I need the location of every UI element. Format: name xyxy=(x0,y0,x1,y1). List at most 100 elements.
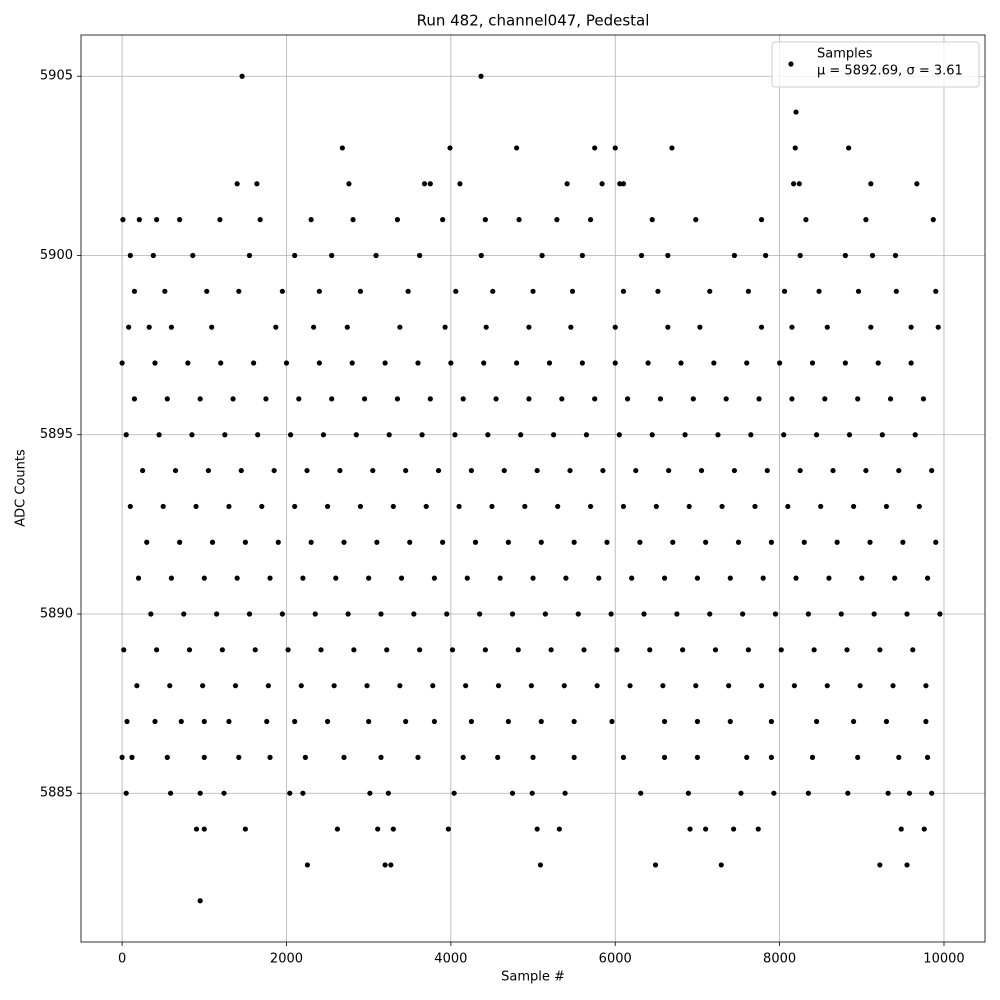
data-point xyxy=(250,360,257,366)
data-point xyxy=(219,647,225,653)
data-point xyxy=(373,252,379,259)
data-point xyxy=(900,539,906,545)
data-point xyxy=(318,647,324,653)
data-point xyxy=(908,324,914,330)
data-point xyxy=(855,754,861,760)
data-point xyxy=(809,360,816,366)
data-point xyxy=(693,217,699,223)
data-point xyxy=(296,396,302,402)
data-point xyxy=(156,432,162,438)
data-point xyxy=(703,539,709,545)
data-point xyxy=(562,790,568,796)
data-point xyxy=(190,252,196,259)
data-point xyxy=(627,683,633,689)
data-point xyxy=(148,611,154,617)
data-point xyxy=(415,360,421,366)
data-point xyxy=(218,360,224,366)
data-point xyxy=(279,611,285,617)
data-point xyxy=(612,324,618,330)
data-point xyxy=(357,503,364,510)
data-point xyxy=(385,790,391,796)
data-point xyxy=(868,324,874,330)
data-point xyxy=(505,718,511,725)
data-point xyxy=(530,288,536,294)
data-point xyxy=(657,396,664,402)
data-point xyxy=(287,432,294,438)
data-point xyxy=(160,503,166,510)
data-point xyxy=(661,575,668,581)
data-point xyxy=(129,754,135,760)
data-point xyxy=(292,718,298,725)
legend-box xyxy=(771,41,980,88)
data-point xyxy=(805,611,811,617)
data-point xyxy=(638,252,645,259)
data-point xyxy=(777,360,783,366)
data-point xyxy=(316,360,322,366)
data-point xyxy=(167,683,173,689)
data-point xyxy=(581,647,587,653)
data-point xyxy=(482,217,488,223)
data-point xyxy=(694,575,701,581)
data-point xyxy=(193,826,200,832)
data-point xyxy=(682,432,688,438)
data-point xyxy=(871,611,877,617)
data-point xyxy=(674,611,680,617)
data-point xyxy=(612,145,618,151)
data-point xyxy=(863,217,869,223)
data-point xyxy=(366,718,372,725)
data-point xyxy=(715,432,721,438)
data-point xyxy=(217,217,223,223)
data-point xyxy=(178,718,184,725)
data-point xyxy=(537,862,544,868)
data-point xyxy=(457,181,463,187)
data-point xyxy=(316,288,322,294)
data-point xyxy=(378,754,384,760)
data-point xyxy=(214,611,220,617)
data-point xyxy=(514,145,520,151)
x-tick-label: 0 xyxy=(118,952,126,967)
data-point xyxy=(697,324,703,330)
data-point xyxy=(201,826,207,832)
data-point xyxy=(481,360,487,366)
data-point xyxy=(883,718,890,725)
data-point xyxy=(587,217,594,223)
data-point xyxy=(758,683,765,689)
data-point xyxy=(259,503,265,510)
data-point xyxy=(271,467,277,474)
data-point xyxy=(442,324,448,330)
data-point xyxy=(912,432,918,438)
data-point xyxy=(440,217,446,223)
data-point xyxy=(324,718,331,725)
data-point xyxy=(698,467,705,474)
y-tick-label: 5905 xyxy=(40,69,73,84)
data-point xyxy=(924,575,931,581)
data-point xyxy=(738,790,744,796)
data-point xyxy=(793,109,799,115)
data-point xyxy=(505,539,511,545)
data-point xyxy=(495,754,501,760)
data-point xyxy=(331,683,337,689)
data-point xyxy=(197,898,203,904)
data-point xyxy=(756,396,762,402)
data-point xyxy=(617,181,623,187)
data-point xyxy=(364,683,370,689)
legend-note: μ = 5892.69, σ = 3.61 xyxy=(817,64,963,79)
data-point xyxy=(246,611,253,617)
data-point xyxy=(694,754,701,760)
data-point xyxy=(824,683,830,689)
data-point xyxy=(568,324,574,330)
data-point xyxy=(162,288,168,294)
data-point xyxy=(257,217,263,223)
data-point xyxy=(748,432,754,438)
data-point xyxy=(485,432,491,438)
data-point xyxy=(744,360,750,366)
data-point xyxy=(254,181,260,187)
data-point xyxy=(838,611,844,617)
data-point xyxy=(550,432,557,438)
data-point xyxy=(239,73,245,79)
data-point xyxy=(204,288,210,294)
data-point xyxy=(497,575,503,581)
data-point xyxy=(464,575,470,581)
data-point xyxy=(444,611,450,617)
